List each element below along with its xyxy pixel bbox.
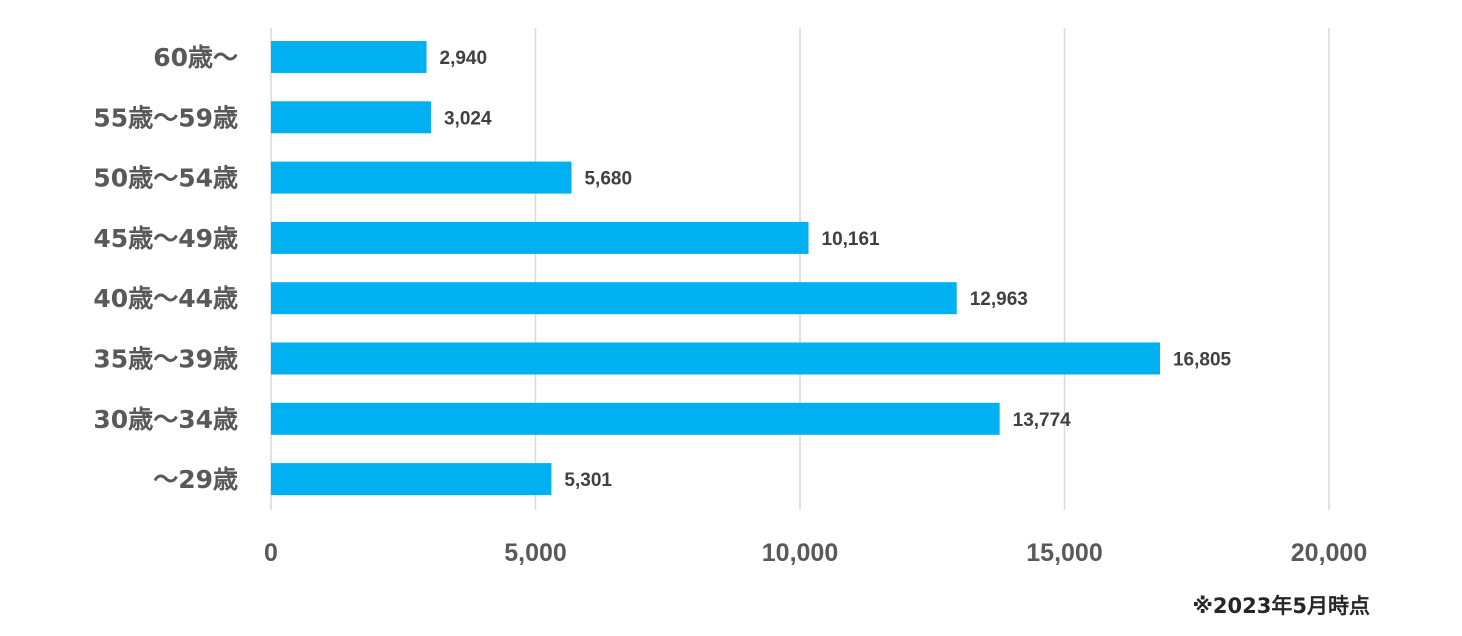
- bar: [271, 41, 427, 73]
- data-label: 10,161: [822, 229, 881, 250]
- data-labels: 2,940 3,024 5,680 10,161 12,963 16,805 13,774 5…: [440, 48, 1232, 491]
- data-label: 5,680: [584, 169, 632, 190]
- data-label: 16,805: [1173, 350, 1232, 371]
- category-label: 40歳〜44歳: [93, 284, 238, 313]
- data-label: 12,963: [970, 289, 1028, 310]
- gridlines: [270, 28, 1330, 510]
- x-tick-label: 15,000: [1026, 539, 1102, 567]
- x-tick-label: 10,000: [762, 539, 838, 567]
- x-tick-label: 20,000: [1291, 539, 1367, 567]
- x-tick-labels: 0 5,000 10,000 15,000 20,000: [264, 539, 1367, 567]
- category-label: 60歳〜: [153, 43, 238, 72]
- data-label: 13,774: [1013, 410, 1072, 431]
- bar: [271, 402, 1000, 435]
- bars: [271, 41, 1160, 496]
- category-label: 55歳〜59歳: [93, 103, 238, 132]
- bar: [271, 463, 552, 496]
- data-label: 3,024: [444, 108, 492, 129]
- data-label: 5,301: [564, 470, 612, 491]
- category-label: 30歳〜34歳: [93, 405, 238, 434]
- x-tick-label: 0: [264, 539, 278, 567]
- category-label: 〜29歳: [153, 465, 238, 494]
- category-label: 45歳〜49歳: [93, 224, 238, 253]
- category-label: 50歳〜54歳: [93, 164, 238, 193]
- data-label: 2,940: [440, 48, 488, 69]
- bar: [271, 221, 809, 254]
- x-tick-label: 5,000: [504, 539, 567, 567]
- bar: [271, 101, 431, 134]
- bar: [271, 342, 1160, 375]
- footnote: ※2023年5月時点: [1192, 594, 1370, 618]
- bar: [271, 161, 572, 194]
- category-label: 35歳〜39歳: [93, 345, 238, 374]
- category-labels: 60歳〜 55歳〜59歳 50歳〜54歳 45歳〜49歳 40歳〜44歳 35歳〜39歳 3…: [93, 43, 238, 494]
- bar: [271, 282, 957, 315]
